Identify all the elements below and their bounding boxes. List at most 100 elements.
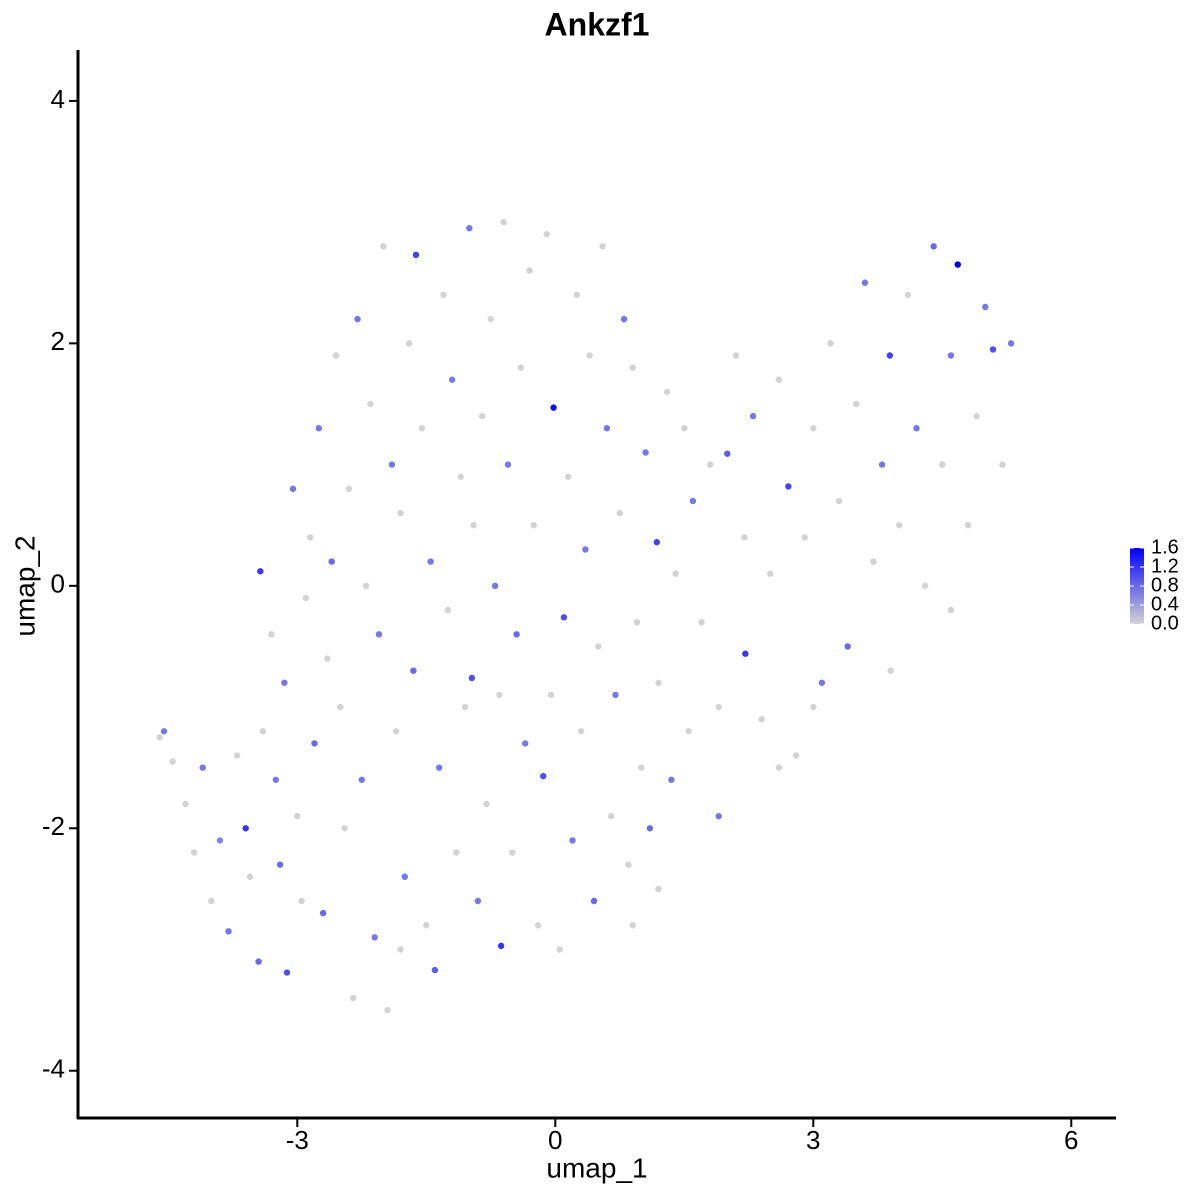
point bbox=[410, 667, 417, 674]
point bbox=[964, 522, 972, 529]
point bbox=[878, 461, 886, 468]
x-tick-label: -3 bbox=[286, 1125, 309, 1155]
point bbox=[182, 800, 189, 808]
point bbox=[521, 740, 529, 747]
point bbox=[440, 291, 447, 299]
point bbox=[547, 691, 555, 699]
point bbox=[646, 825, 654, 832]
point bbox=[577, 728, 585, 735]
point bbox=[939, 461, 946, 468]
point bbox=[388, 461, 396, 468]
point bbox=[315, 425, 322, 432]
point bbox=[345, 485, 353, 493]
point bbox=[742, 650, 749, 657]
point bbox=[973, 412, 980, 420]
point bbox=[337, 703, 344, 711]
point bbox=[573, 291, 580, 299]
point bbox=[311, 740, 318, 747]
point bbox=[289, 485, 297, 493]
point bbox=[497, 942, 505, 950]
point bbox=[380, 243, 387, 250]
chart-title: Ankzf1 bbox=[545, 6, 650, 42]
point bbox=[655, 885, 662, 893]
point bbox=[448, 376, 456, 383]
point bbox=[810, 703, 817, 711]
point bbox=[478, 412, 486, 420]
point bbox=[324, 655, 331, 662]
point bbox=[319, 909, 327, 917]
point bbox=[732, 352, 740, 359]
point bbox=[681, 425, 688, 432]
point bbox=[526, 267, 533, 274]
point bbox=[190, 849, 198, 856]
point bbox=[371, 934, 378, 941]
point bbox=[375, 631, 383, 638]
point bbox=[302, 594, 310, 602]
point bbox=[156, 734, 163, 741]
point bbox=[306, 534, 314, 541]
point bbox=[349, 994, 357, 1002]
point bbox=[685, 728, 692, 735]
point bbox=[341, 825, 348, 832]
colorbar-tick-label: 0.4 bbox=[1151, 593, 1179, 615]
point bbox=[543, 231, 550, 238]
point bbox=[358, 776, 365, 783]
point bbox=[470, 522, 477, 529]
point bbox=[724, 450, 731, 457]
point bbox=[500, 218, 507, 226]
point bbox=[294, 812, 301, 820]
point bbox=[354, 315, 361, 323]
point bbox=[550, 404, 557, 411]
y-tick-label: -2 bbox=[42, 811, 65, 841]
y-tick-label: 4 bbox=[51, 84, 65, 114]
point bbox=[582, 546, 589, 553]
point bbox=[560, 614, 568, 621]
point bbox=[775, 376, 783, 383]
point bbox=[513, 631, 520, 638]
point bbox=[423, 922, 430, 929]
y-tick-label: 2 bbox=[51, 326, 65, 356]
point bbox=[672, 570, 679, 577]
point bbox=[930, 243, 937, 250]
point bbox=[242, 825, 249, 832]
point bbox=[586, 352, 593, 359]
point bbox=[861, 279, 869, 286]
point bbox=[870, 558, 877, 565]
point bbox=[835, 497, 843, 505]
point bbox=[569, 837, 576, 844]
point bbox=[595, 643, 602, 650]
colorbar-tick-label: 0.0 bbox=[1151, 612, 1179, 634]
point bbox=[633, 618, 641, 626]
point bbox=[397, 509, 404, 517]
y-axis-label: umap_2 bbox=[9, 535, 40, 636]
points bbox=[156, 218, 1015, 1014]
point bbox=[332, 352, 340, 359]
point bbox=[418, 425, 426, 432]
point bbox=[276, 861, 284, 868]
point bbox=[405, 340, 413, 347]
point bbox=[491, 582, 499, 590]
point bbox=[715, 812, 722, 820]
point bbox=[199, 764, 206, 771]
point bbox=[1007, 340, 1015, 347]
point bbox=[534, 922, 542, 929]
point bbox=[775, 764, 783, 771]
point bbox=[367, 400, 374, 408]
point bbox=[268, 631, 275, 638]
point bbox=[483, 800, 490, 808]
point bbox=[461, 703, 469, 711]
point bbox=[255, 958, 262, 965]
point bbox=[785, 483, 792, 490]
point bbox=[233, 752, 241, 759]
point bbox=[496, 691, 503, 699]
point bbox=[655, 679, 662, 686]
point bbox=[913, 425, 920, 432]
point bbox=[638, 764, 645, 771]
point bbox=[540, 772, 547, 780]
point bbox=[629, 922, 636, 929]
point bbox=[474, 897, 482, 905]
point bbox=[599, 243, 606, 250]
point bbox=[715, 703, 722, 711]
point bbox=[362, 582, 370, 590]
